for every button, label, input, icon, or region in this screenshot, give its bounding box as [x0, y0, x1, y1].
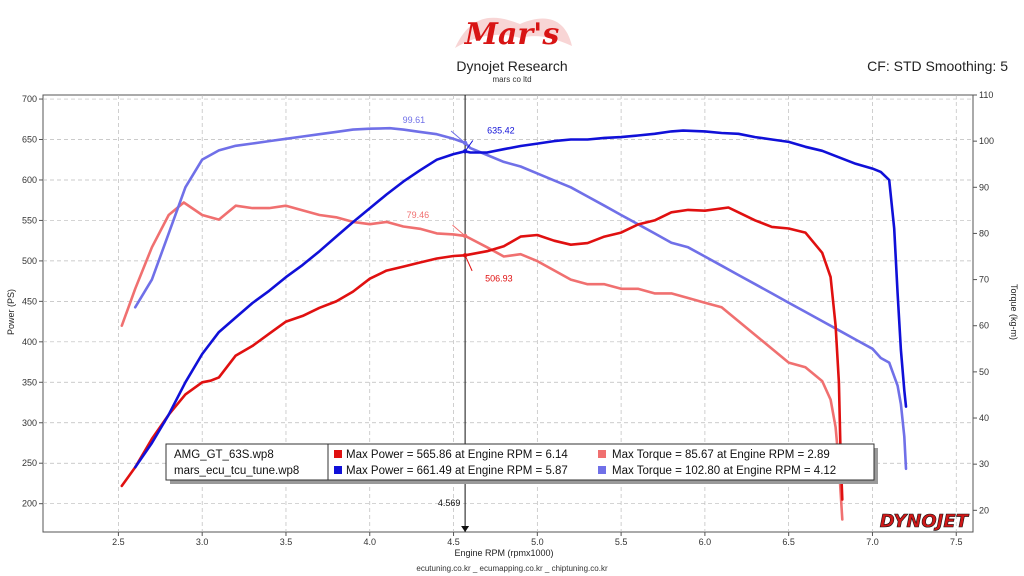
x-tick-label: 5.0 [531, 537, 544, 547]
legend-swatch-torque-b [598, 466, 606, 474]
series-line-torque-b [133, 126, 908, 471]
y-left-tick-label: 500 [22, 256, 37, 266]
y-left-tick-label: 400 [22, 337, 37, 347]
brand-logo: Mar's [455, 17, 572, 52]
x-tick-label: 6.5 [782, 537, 795, 547]
y-right-tick-label: 90 [979, 182, 989, 192]
x-tick-label: 6.0 [699, 537, 712, 547]
x-tick-label: 5.5 [615, 537, 628, 547]
x-axis-label: Engine RPM (rpmx1000) [454, 548, 553, 558]
y-left-tick-label: 450 [22, 296, 37, 306]
series-line-power-b [133, 129, 908, 469]
chart-subtitle: mars co ltd [492, 75, 532, 84]
legend-torque-b: Max Torque = 102.80 at Engine RPM = 4.12 [612, 465, 836, 477]
y-right-tick-label: 70 [979, 275, 989, 285]
y-right-tick-label: 40 [979, 413, 989, 423]
y-left-tick-label: 700 [22, 94, 37, 104]
legend-power-a: Max Power = 565.86 at Engine RPM = 6.14 [346, 449, 568, 461]
y-right-tick-label: 100 [979, 136, 994, 146]
y-right-tick-label: 50 [979, 367, 989, 377]
y-right-tick-label: 30 [979, 459, 989, 469]
annotation-point [462, 253, 468, 258]
annotation-label: 99.61 [403, 115, 426, 125]
legend: AMG_GT_63S.wp8 mars_ecu_tcu_tune.wp8 Max… [165, 443, 878, 484]
y-left-tick-label: 600 [22, 175, 37, 185]
x-tick-label: 7.0 [866, 537, 879, 547]
x-tick-label: 7.5 [950, 537, 963, 547]
annotation-point [462, 149, 468, 154]
x-tick-label: 4.5 [447, 537, 460, 547]
y-right-tick-label: 110 [979, 90, 993, 100]
annotation-label: 79.46 [407, 210, 430, 220]
legend-swatch-power-a [334, 450, 342, 458]
y-right-tick-label: 20 [979, 505, 989, 515]
legend-swatch-power-b [334, 466, 342, 474]
series-line-power-a [120, 206, 844, 501]
y-left-tick-label: 350 [22, 377, 37, 387]
rpm-cursor-marker [461, 526, 470, 532]
y-left-tick-label: 300 [22, 418, 37, 428]
series-layer [120, 126, 908, 521]
footer-domains: ecutuning.co.kr _ ecumapping.co.kr _ chi… [416, 564, 608, 573]
annotation-leader [452, 224, 466, 237]
rpm-cursor-label: 4.569 [438, 498, 461, 508]
chart-title: Dynojet Research [456, 58, 568, 74]
legend-file-a: AMG_GT_63S.wp8 [174, 449, 274, 461]
y-left-axis-label: Power (PS) [6, 289, 16, 335]
annotation-label: 635.42 [487, 125, 515, 135]
y-right-tick-label: 60 [979, 321, 989, 331]
x-tick-label: 3.5 [280, 537, 293, 547]
cf-smoothing-label: CF: STD Smoothing: 5 [867, 58, 1008, 74]
dynojet-brand-mark: DYNOJET [880, 511, 970, 532]
x-tick-label: 3.0 [196, 537, 209, 547]
y-left-tick-label: 550 [22, 215, 37, 225]
legend-torque-a: Max Torque = 85.67 at Engine RPM = 2.89 [612, 449, 830, 461]
annotation-layer: 99.61 635.42 79.46 506.93 [403, 115, 515, 283]
right-axis-ticks: 20 30 40 50 60 70 80 90 100 110 [973, 90, 994, 515]
left-axis-ticks: 200 250 300 350 400 450 500 550 600 650 700 [22, 94, 43, 509]
x-axis-ticks: 2.5 3.0 3.5 4.0 4.5 5.0 5.5 6.0 6.5 7.0 7.5 [112, 532, 963, 547]
legend-file-b: mars_ecu_tcu_tune.wp8 [174, 465, 299, 477]
legend-swatch-torque-a [598, 450, 606, 458]
y-left-tick-label: 250 [22, 458, 37, 468]
y-left-tick-label: 200 [22, 499, 37, 509]
annotation-leader [464, 140, 474, 152]
annotation-point [462, 140, 468, 146]
y-right-axis-label: Torque (kg-m) [1009, 284, 1019, 340]
annotation-point [462, 233, 468, 239]
x-tick-label: 4.0 [363, 537, 376, 547]
annotation-label: 506.93 [485, 273, 513, 283]
y-left-tick-label: 650 [22, 135, 37, 145]
x-tick-label: 2.5 [112, 537, 125, 547]
legend-box [165, 443, 875, 481]
y-right-tick-label: 80 [979, 228, 989, 238]
annotation-leader [450, 130, 466, 144]
series-line-torque-a [120, 201, 844, 521]
logo-text: Mar's [464, 17, 560, 52]
annotation-leader [464, 255, 473, 272]
legend-power-b: Max Power = 661.49 at Engine RPM = 5.87 [346, 465, 568, 477]
